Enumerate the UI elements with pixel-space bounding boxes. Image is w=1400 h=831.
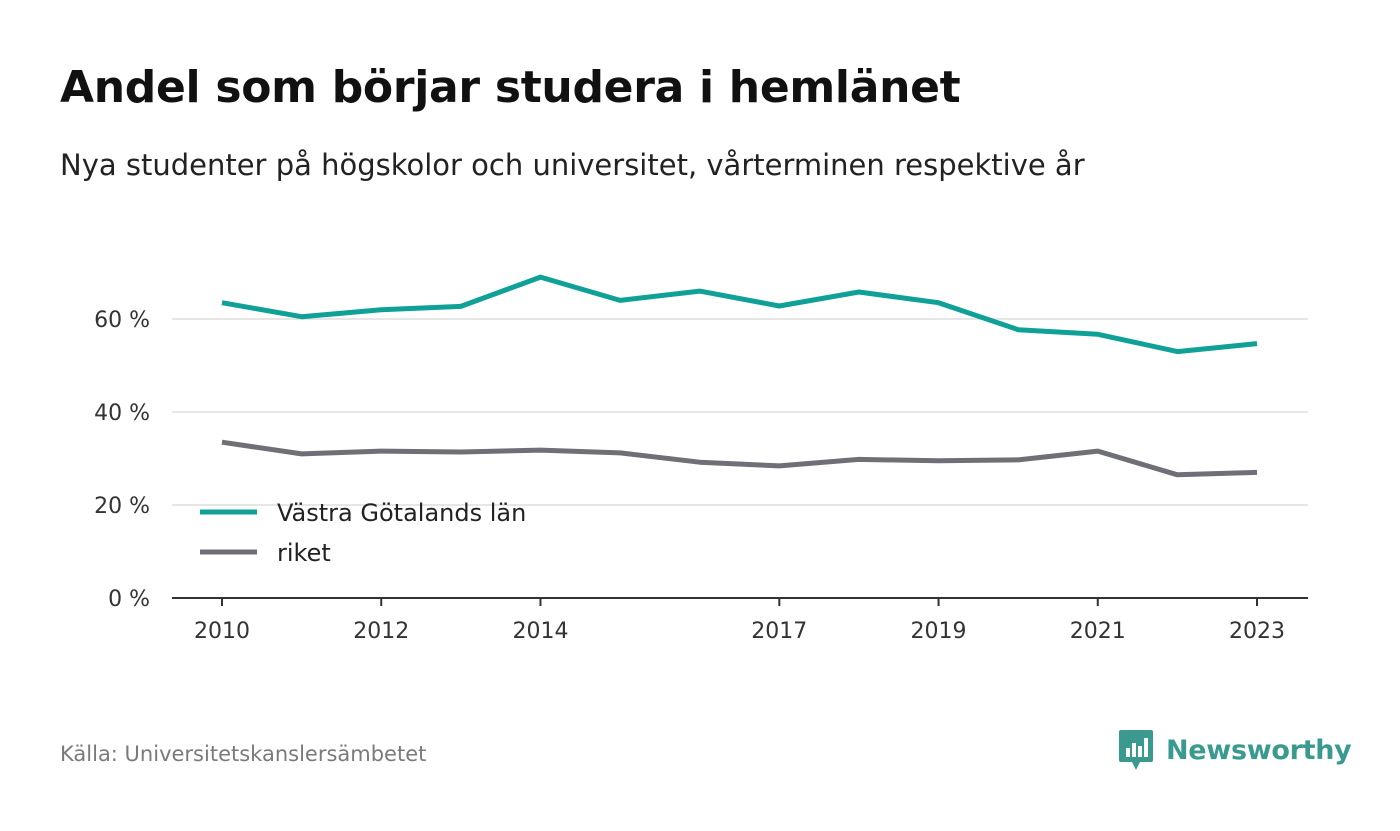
chart-title: Andel som börjar studera i hemlänet	[60, 62, 961, 113]
grid-lines	[172, 318, 1308, 599]
series-lines	[221, 274, 1258, 478]
brand-logo: Newsworthy	[1118, 728, 1352, 772]
y-tick-label: 0 %	[108, 587, 150, 612]
y-tick-label: 40 %	[94, 401, 150, 426]
x-tick-label: 2010	[194, 619, 250, 644]
x-tick-label: 2012	[353, 619, 409, 644]
chart-subtitle: Nya studenter på högskolor och universit…	[60, 148, 1085, 182]
line-chart: 0 % 20 % 40 % 60 % 2010 2012 2014 2017 2019 2021…	[94, 274, 1308, 644]
legend-label-riket: riket	[277, 539, 331, 567]
newsworthy-logo-icon	[1119, 730, 1153, 770]
y-tick-label: 60 %	[94, 308, 150, 333]
legend-label-vastra-gotaland: Västra Götalands län	[277, 499, 526, 527]
y-tick-label: 20 %	[94, 494, 150, 519]
x-tick-label: 2019	[911, 619, 967, 644]
source-note: Källa: Universitetskanslersämbetet	[60, 742, 427, 766]
series-line-riket	[221, 439, 1258, 478]
x-tick-label: 2014	[512, 619, 568, 644]
x-tick-label: 2017	[751, 619, 807, 644]
x-tick-label: 2023	[1229, 619, 1285, 644]
brand-name: Newsworthy	[1166, 734, 1352, 766]
series-line-vastra-gotaland	[221, 274, 1258, 355]
x-tick-label: 2021	[1070, 619, 1126, 644]
y-axis-ticks: 0 % 20 % 40 % 60 %	[94, 308, 150, 612]
x-axis-ticks: 2010 2012 2014 2017 2019 2021 2023	[194, 598, 1285, 644]
legend: Västra Götalands län riket	[200, 499, 526, 567]
